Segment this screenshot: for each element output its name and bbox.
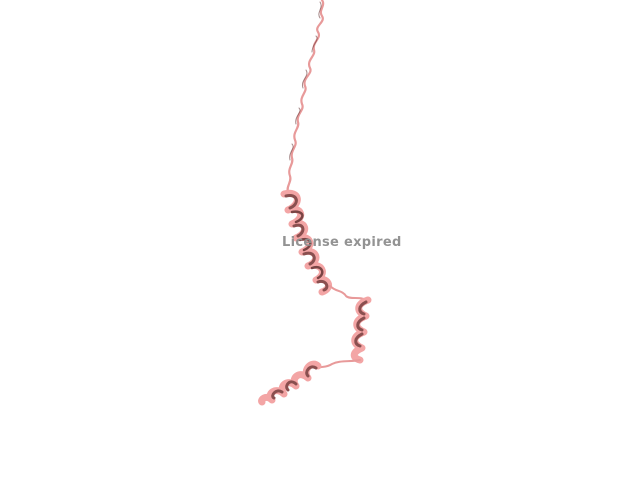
loop-1 — [329, 285, 367, 301]
helix-3 — [258, 360, 322, 406]
helix-1 — [280, 189, 332, 296]
loop-2 — [317, 359, 361, 369]
coil-strand-top-shadow — [289, 1, 322, 161]
coil-strand-top — [286, 0, 325, 194]
license-expired-label: License expired — [282, 235, 402, 250]
helix-2 — [350, 296, 372, 364]
